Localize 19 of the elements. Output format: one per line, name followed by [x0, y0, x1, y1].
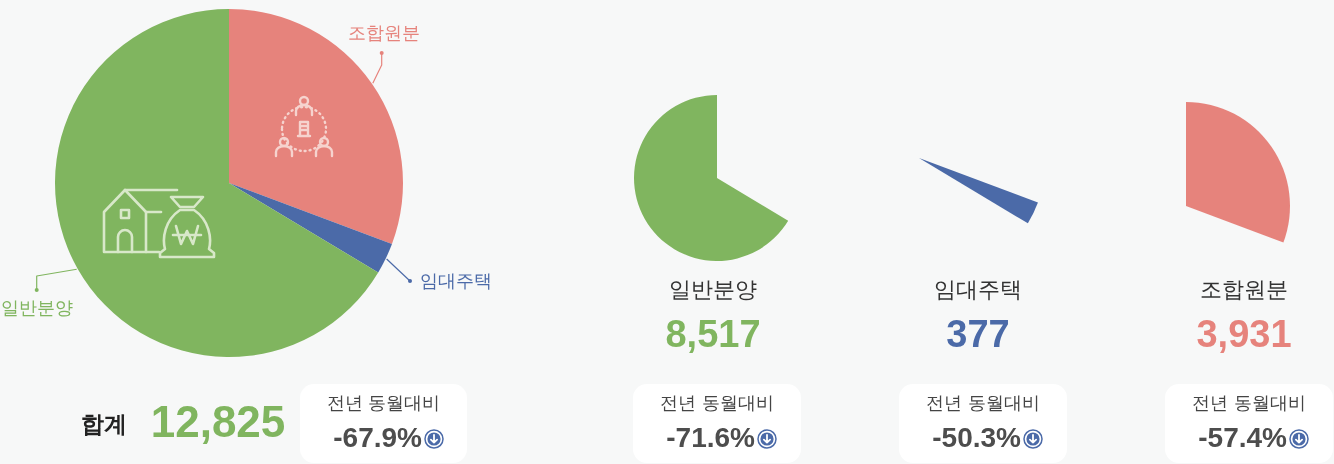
category-label: 임대주택 — [934, 276, 1022, 302]
slice-label: 일반분양 — [1, 296, 73, 318]
text: 전년 동월대비 — [1192, 391, 1306, 413]
text: 전년 동월대비 — [926, 391, 1040, 413]
slice-label: 조합원분 — [347, 21, 420, 43]
slice-label: 임대주택 — [420, 269, 492, 291]
text: -50.3% — [932, 421, 1022, 453]
text: -57.4% — [1198, 421, 1288, 453]
category-label: 조합원분 — [1200, 276, 1288, 302]
text: 377 — [946, 313, 1010, 356]
text: 전년 동월대비 — [326, 391, 441, 413]
text: 8,517 — [665, 313, 761, 356]
text: 합계 — [81, 410, 127, 437]
text: 3,931 — [1196, 313, 1292, 356]
text: -71.6% — [666, 421, 756, 453]
text: 12,825 — [150, 397, 286, 447]
text: -67.9% — [333, 421, 423, 453]
text: 전년 동월대비 — [660, 391, 774, 413]
category-label: 일반분양 — [669, 276, 757, 302]
